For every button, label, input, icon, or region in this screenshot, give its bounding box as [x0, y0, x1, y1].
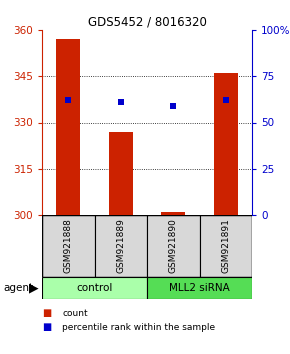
- Text: GSM921889: GSM921889: [116, 218, 125, 273]
- Bar: [162, 212, 185, 215]
- Text: percentile rank within the sample: percentile rank within the sample: [62, 323, 215, 332]
- Title: GDS5452 / 8016320: GDS5452 / 8016320: [88, 16, 206, 29]
- Bar: [109, 132, 133, 215]
- Text: ■: ■: [42, 308, 51, 318]
- Bar: [200, 215, 252, 277]
- Bar: [42, 215, 95, 277]
- Bar: [95, 215, 147, 277]
- Text: GSM921890: GSM921890: [169, 218, 178, 273]
- Text: agent: agent: [3, 283, 33, 293]
- Bar: [57, 39, 80, 215]
- Text: control: control: [76, 283, 113, 293]
- Text: count: count: [62, 309, 88, 318]
- Bar: [42, 277, 147, 299]
- Bar: [214, 73, 238, 215]
- Bar: [147, 277, 252, 299]
- Text: MLL2 siRNA: MLL2 siRNA: [169, 283, 230, 293]
- Text: GSM921888: GSM921888: [64, 218, 73, 273]
- Text: ▶: ▶: [28, 281, 38, 295]
- Bar: [147, 215, 200, 277]
- Text: ■: ■: [42, 322, 51, 332]
- Text: GSM921891: GSM921891: [221, 218, 230, 273]
